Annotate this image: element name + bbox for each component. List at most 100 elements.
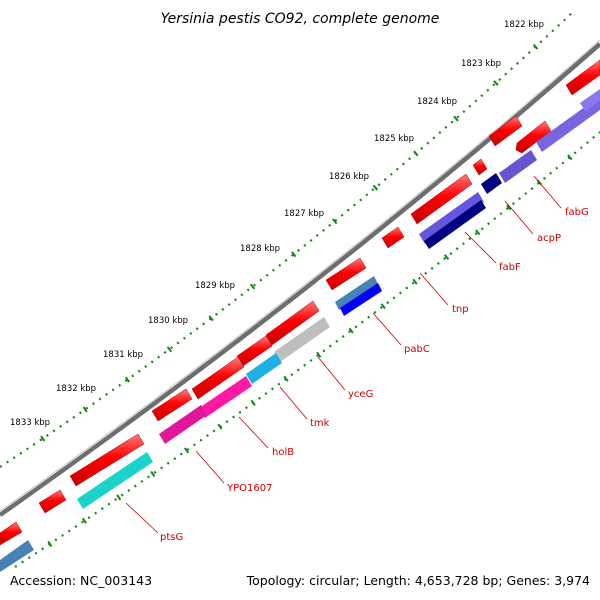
cds-acpP-b [488,115,523,147]
outer-tick-6 [249,283,256,290]
inner-tick-12 [412,278,418,285]
gene-block-fabG [536,96,600,152]
cds-fabF-region [410,173,473,225]
genome-backbone-arc [0,42,600,517]
cds-yceG-region [265,300,320,346]
gene-block-fabF-purple [419,192,484,244]
gene-block-fabF-dark2 [424,200,486,249]
inner-tick-9 [316,351,322,358]
gene-block-fabG-upper [580,89,600,112]
inner-tick-13 [443,254,450,261]
gene-label-fabG: fabG [565,207,589,218]
gene-label-leaders [125,175,562,534]
cds-pabC-region [325,257,367,291]
tick-label-1829: 1829 kbp [195,281,235,291]
inner-tick-1 [47,540,53,547]
gene-block-holB [199,376,252,418]
leader-acpP [504,200,534,235]
gene-label-tnp: tnp [452,304,469,315]
tick-label-1825: 1825 kbp [374,134,414,144]
outer-tick-7 [291,251,297,258]
inner-tick-15 [506,204,512,211]
gene-label-YPO1607: YPO1607 [226,483,272,494]
tick-label-1832: 1832 kbp [56,384,96,394]
outer-tick-8 [332,218,338,225]
gene-block-pabC-blue [340,283,382,316]
outer-tick-4 [166,346,172,353]
outer-tick-11 [453,115,459,122]
inner-tick-4 [150,470,156,477]
accession-text: Accession: NC_003143 [10,573,152,588]
gene-block-left [0,540,34,572]
inner-tick-11 [380,303,386,310]
inner-tick-7 [250,399,256,406]
inner-tick-5 [183,447,190,454]
gene-label-yceG: yceG [348,389,373,400]
genome-summary-text: Topology: circular; Length: 4,653,728 bp… [246,573,590,588]
leader-holB [238,416,269,449]
inner-tick-14 [475,229,481,236]
tick-label-1830: 1830 kbp [148,316,188,326]
outer-tick-1 [40,435,46,442]
outer-tick-5 [208,315,214,322]
leader-YPO1607 [195,450,225,484]
inner-tick-6 [217,423,223,430]
tick-label-1823: 1823 kbp [461,59,501,69]
cds-fabF-small [472,158,488,176]
gene-block-acpP [499,150,537,183]
genome-backbone-highlight [0,39,600,512]
gene-block-ptsG [77,452,153,509]
tick-label-1824: 1824 kbp [417,97,457,107]
gene-label-tmk: tmk [310,418,330,429]
gene-block-pabC-steel [335,276,378,310]
outer-major-ticks [40,43,539,442]
gene-block-tmk [246,353,282,384]
cds-tnp-region [381,226,405,249]
tick-label-1827: 1827 kbp [284,209,324,219]
cds-left-edge [0,521,23,546]
gene-blocks [0,89,600,572]
gene-block-fabF-dark [481,173,502,194]
tick-label-1822: 1822 kbp [504,20,544,30]
leader-pabC [372,312,402,346]
outer-tick-10 [413,150,419,157]
gene-label-acpP: acpP [537,233,561,244]
inner-tick-3 [116,494,122,501]
leader-ptsG [125,502,159,534]
tick-label-1826: 1826 kbp [329,172,369,182]
inner-tick-2 [81,517,87,524]
outer-tick-13 [532,43,539,50]
cds-holB-region [191,356,245,400]
inner-tick-10 [348,327,354,334]
gene-block-YPO1607 [159,405,207,444]
leader-fabF [464,231,497,264]
genome-title: Yersinia pestis CO92, complete genome [161,11,440,27]
outer-tick-9 [372,184,379,191]
cds-left-small [38,489,67,514]
inner-tick-17 [567,154,573,161]
gene-label-pabC: pabC [404,344,430,355]
leader-fabG [533,175,562,209]
tick-label-1828: 1828 kbp [240,244,280,254]
tick-label-1831: 1831 kbp [103,350,143,360]
tick-label-1833: 1833 kbp [10,418,50,428]
outer-tick-3 [124,376,131,383]
gene-label-holB: holB [272,447,294,458]
outer-tick-2 [82,406,88,413]
cds-fabG-region [565,59,600,96]
cds-ptsG-region [69,433,145,487]
gene-label-ptsG: ptsG [160,532,183,543]
forward-strand-features [0,59,600,546]
gene-labels: fabG acpP fabF tnp pabC yceG tmk holB YP… [160,207,589,543]
inner-tick-8 [283,375,289,382]
cds-YPO1607-region [151,388,193,422]
leader-tmk [279,386,308,420]
gene-block-yceG [274,317,330,362]
outer-scale-ring [0,9,576,468]
scale-tick-labels: 1822 kbp 1823 kbp 1824 kbp 1825 kbp 1826… [10,20,544,428]
leader-yceG [317,356,346,391]
gene-label-fabF: fabF [499,262,521,273]
outer-tick-12 [493,80,499,86]
leader-tnp [419,272,449,306]
